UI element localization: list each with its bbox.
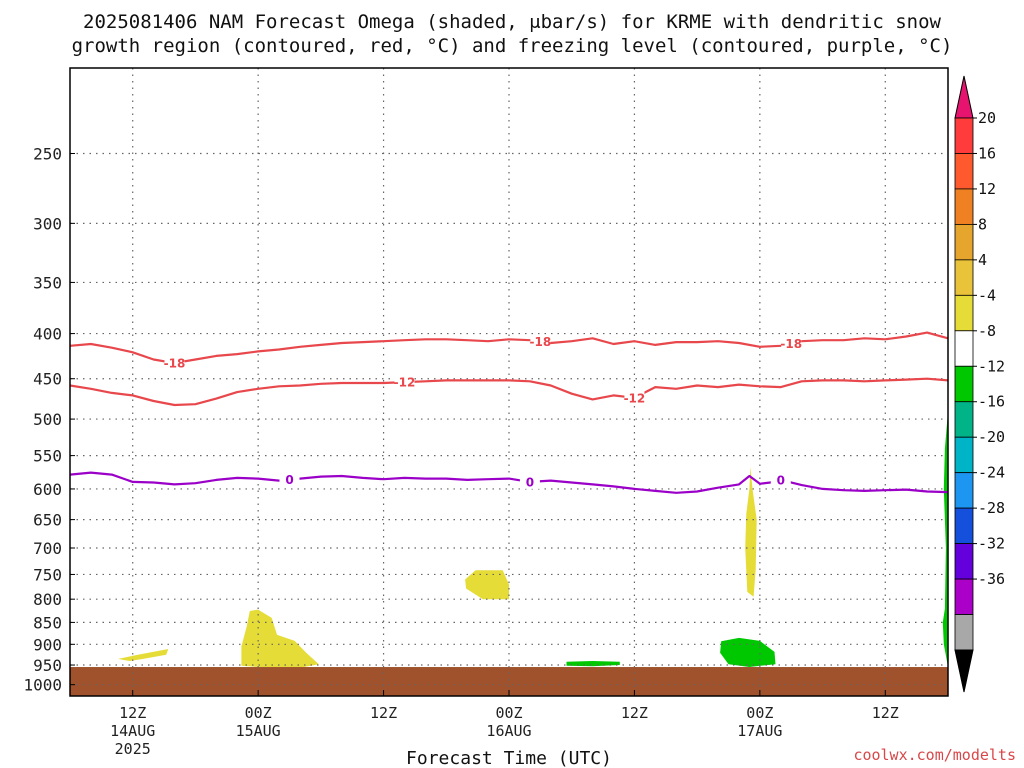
colorbar-segment: [954, 401, 974, 438]
y-tick-label: 450: [33, 370, 62, 389]
colorbar-label: -20: [978, 428, 1005, 446]
omega-region-positive: [118, 649, 169, 661]
contour-label: -18: [530, 335, 552, 349]
colorbar-segment: [954, 188, 974, 225]
contour-label: 0: [285, 473, 293, 487]
contour-label: -18: [164, 357, 186, 371]
colorbar-label: 12: [978, 180, 996, 198]
contour-label-bg: [279, 472, 300, 487]
colorbar-segment: [954, 153, 974, 190]
contour-label: -12: [394, 376, 416, 390]
y-tick-label: 500: [33, 410, 62, 429]
omega-colorbar: 20 16 12 8 4 -4 -8 -12 -16 -20 -24 -28 -32 -36: [954, 75, 1005, 693]
x-tick-date: 15AUG: [236, 722, 281, 740]
colorbar-label: 8: [978, 215, 987, 233]
y-tick-label: 950: [33, 656, 62, 675]
grid-layer: [70, 68, 948, 696]
x-tick-label: 00Z: [495, 704, 522, 722]
colorbar-segment: [954, 614, 974, 651]
x-tick-label: 12Z: [119, 704, 146, 722]
y-tick-label: 1000: [23, 676, 62, 695]
colorbar-label: -8: [978, 322, 996, 340]
chart-title-line1: 2025081406 NAM Forecast Omega (shaded, μ…: [83, 11, 941, 33]
y-tick-label: 550: [33, 447, 62, 466]
y-tick-label: 250: [33, 144, 62, 163]
x-tick-label: 12Z: [872, 704, 899, 722]
x-tick-date: 14AUG: [110, 722, 155, 740]
contour-line-temperature: [69, 377, 949, 407]
x-axis-label: Forecast Time (UTC): [406, 748, 612, 768]
contour-label: -12: [624, 391, 646, 405]
y-tick-label: 600: [33, 480, 62, 499]
colorbar-segment: [954, 472, 974, 509]
contour-layer: -18 -18 -18 -12 -12 0 0 0: [69, 331, 949, 494]
x-tick-label: 00Z: [746, 704, 773, 722]
y-tick-label: 350: [33, 273, 62, 292]
contour-label-bg: [164, 356, 185, 371]
omega-region-negative: [566, 661, 620, 667]
y-tick-label: 850: [33, 613, 62, 632]
colorbar-segment: [954, 223, 974, 261]
credit-text: coolwx.com/modelts: [853, 746, 1016, 764]
x-tick-label: 12Z: [621, 704, 648, 722]
y-tick-label: 400: [33, 325, 62, 344]
omega-shading-layer: [118, 411, 948, 668]
colorbar-label: 20: [978, 109, 996, 127]
colorbar-segment: [954, 259, 974, 296]
colorbar-segment: [954, 543, 974, 580]
y-tick-label: 300: [33, 214, 62, 233]
contour-label-bg: [624, 390, 645, 405]
omega-region-positive: [745, 466, 757, 597]
colorbar-label: -12: [978, 357, 1005, 375]
omega-region-positive: [241, 609, 319, 668]
contour-label: 0: [526, 475, 534, 489]
contour-label-bg: [530, 334, 551, 349]
contour-line-temperature: [69, 331, 949, 365]
colorbar-label: -36: [978, 570, 1005, 588]
colorbar-label: 4: [978, 251, 987, 269]
contour-label-bg: [770, 472, 791, 487]
y-tick-label: 700: [33, 539, 62, 558]
contour-label-bg: [519, 474, 540, 489]
x-tick-date: 16AUG: [486, 722, 531, 740]
x-tick-year: 2025: [115, 740, 151, 758]
colorbar-label: -28: [978, 499, 1005, 517]
colorbar-label: -4: [978, 286, 996, 304]
y-axis: 250 300 350 400 450 500 550 600 650 700 750 800 850 9…: [23, 144, 75, 695]
y-tick-label: 650: [33, 511, 62, 530]
contour-label-bg: [394, 375, 415, 390]
chart-title-line2: growth region (contoured, red, °C) and f…: [72, 35, 953, 57]
omega-region-positive: [465, 570, 509, 600]
colorbar-segment: [954, 294, 974, 332]
colorbar-segment: [954, 436, 974, 474]
x-tick-label: 12Z: [370, 704, 397, 722]
colorbar-segment: [954, 578, 974, 615]
colorbar-top-triangle: [954, 75, 974, 119]
contour-line-freezing-level: [69, 471, 949, 494]
x-tick-label: 00Z: [245, 704, 272, 722]
colorbar-label: -32: [978, 535, 1005, 553]
y-tick-label: 900: [33, 635, 62, 654]
y-tick-label: 800: [33, 590, 62, 609]
colorbar-label: -16: [978, 393, 1005, 411]
colorbar-segment: [954, 507, 974, 544]
x-tick-date: 17AUG: [737, 722, 782, 740]
contour-label: 0: [777, 473, 785, 487]
colorbar-segment: [954, 330, 974, 367]
omega-region-negative: [942, 411, 948, 667]
colorbar-label: 16: [978, 144, 996, 162]
colorbar-label: -24: [978, 464, 1005, 482]
contour-label: -18: [780, 337, 802, 351]
colorbar-bottom-triangle: [954, 649, 974, 693]
colorbar-segment: [954, 365, 974, 403]
y-tick-label: 750: [33, 565, 62, 584]
omega-region-negative: [720, 637, 776, 667]
contour-label-bg: [781, 336, 802, 351]
colorbar-segment: [954, 117, 974, 154]
